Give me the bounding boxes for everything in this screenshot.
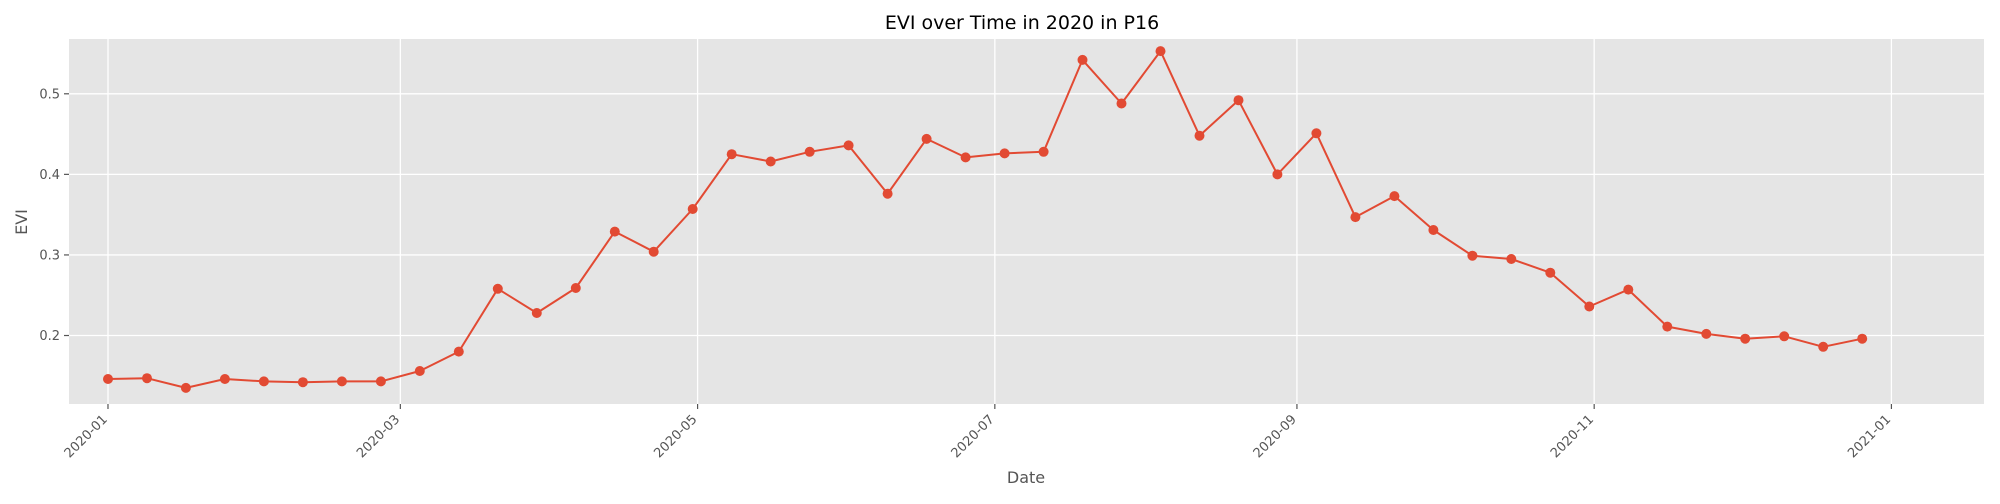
data-point (1272, 169, 1283, 180)
data-point (258, 376, 269, 387)
data-point (1194, 130, 1205, 141)
data-point (1038, 146, 1049, 157)
data-point (804, 146, 815, 157)
data-point (1779, 331, 1790, 342)
data-point (103, 374, 113, 384)
x-tick-label: 2020-03 (354, 412, 403, 461)
data-point (142, 373, 152, 384)
y-tick-label: 0.4 (39, 168, 60, 183)
data-point (1701, 328, 1712, 339)
data-point (1233, 95, 1244, 106)
data-point (1857, 333, 1868, 344)
plot-area (69, 39, 1984, 404)
x-tick-label: 2020-05 (651, 412, 700, 461)
y-axis-ticks: 0.2 0.3 0.4 0.5 (39, 87, 69, 344)
data-point (531, 308, 542, 318)
data-point (1116, 98, 1127, 109)
data-point (414, 366, 425, 376)
data-point (1428, 225, 1439, 235)
data-point (1311, 128, 1322, 139)
x-tick-label: 2020-07 (949, 412, 998, 461)
data-point (1584, 301, 1595, 312)
data-point (765, 156, 776, 167)
x-tick-label: 2021-01 (1845, 412, 1894, 461)
data-point (375, 376, 386, 387)
data-point (1155, 46, 1166, 57)
data-point (570, 283, 581, 293)
data-point (336, 376, 347, 387)
x-axis-label: Date (1007, 468, 1045, 487)
x-tick-label: 2020-11 (1548, 412, 1597, 461)
data-point (1740, 333, 1751, 344)
y-tick-label: 0.2 (39, 329, 60, 344)
data-point (843, 140, 854, 151)
data-point (1389, 191, 1400, 202)
data-point (297, 377, 308, 388)
data-point (921, 133, 932, 144)
data-point (609, 226, 620, 237)
data-point (1623, 284, 1634, 295)
data-point (453, 346, 464, 357)
series-line (107, 50, 1863, 389)
x-axis-ticks: 2020-01 2020-03 2020-05 2020-07 2020-09 2020-… (62, 404, 1894, 461)
data-point (726, 149, 737, 160)
x-tick-label: 2020-01 (62, 412, 111, 461)
data-point (648, 246, 659, 257)
data-point (180, 382, 191, 393)
data-point (1545, 267, 1556, 278)
chart-title: EVI over Time in 2020 in P16 (885, 12, 1159, 34)
data-point (1506, 254, 1517, 264)
data-point (999, 148, 1010, 159)
data-point (1818, 341, 1829, 352)
y-tick-label: 0.3 (39, 248, 60, 263)
data-point (492, 283, 503, 294)
data-point (1350, 212, 1361, 223)
data-point (219, 374, 230, 384)
y-tick-label: 0.5 (39, 87, 60, 102)
data-point (882, 188, 893, 199)
series-evi (103, 46, 1868, 393)
data-point (1467, 250, 1478, 261)
data-point (687, 204, 698, 214)
data-point (960, 152, 971, 163)
data-point (1662, 321, 1673, 332)
x-tick-label: 2020-09 (1251, 412, 1300, 461)
y-axis-label: EVI (12, 209, 31, 235)
data-point (1077, 54, 1088, 65)
grid-lines (69, 39, 1984, 404)
